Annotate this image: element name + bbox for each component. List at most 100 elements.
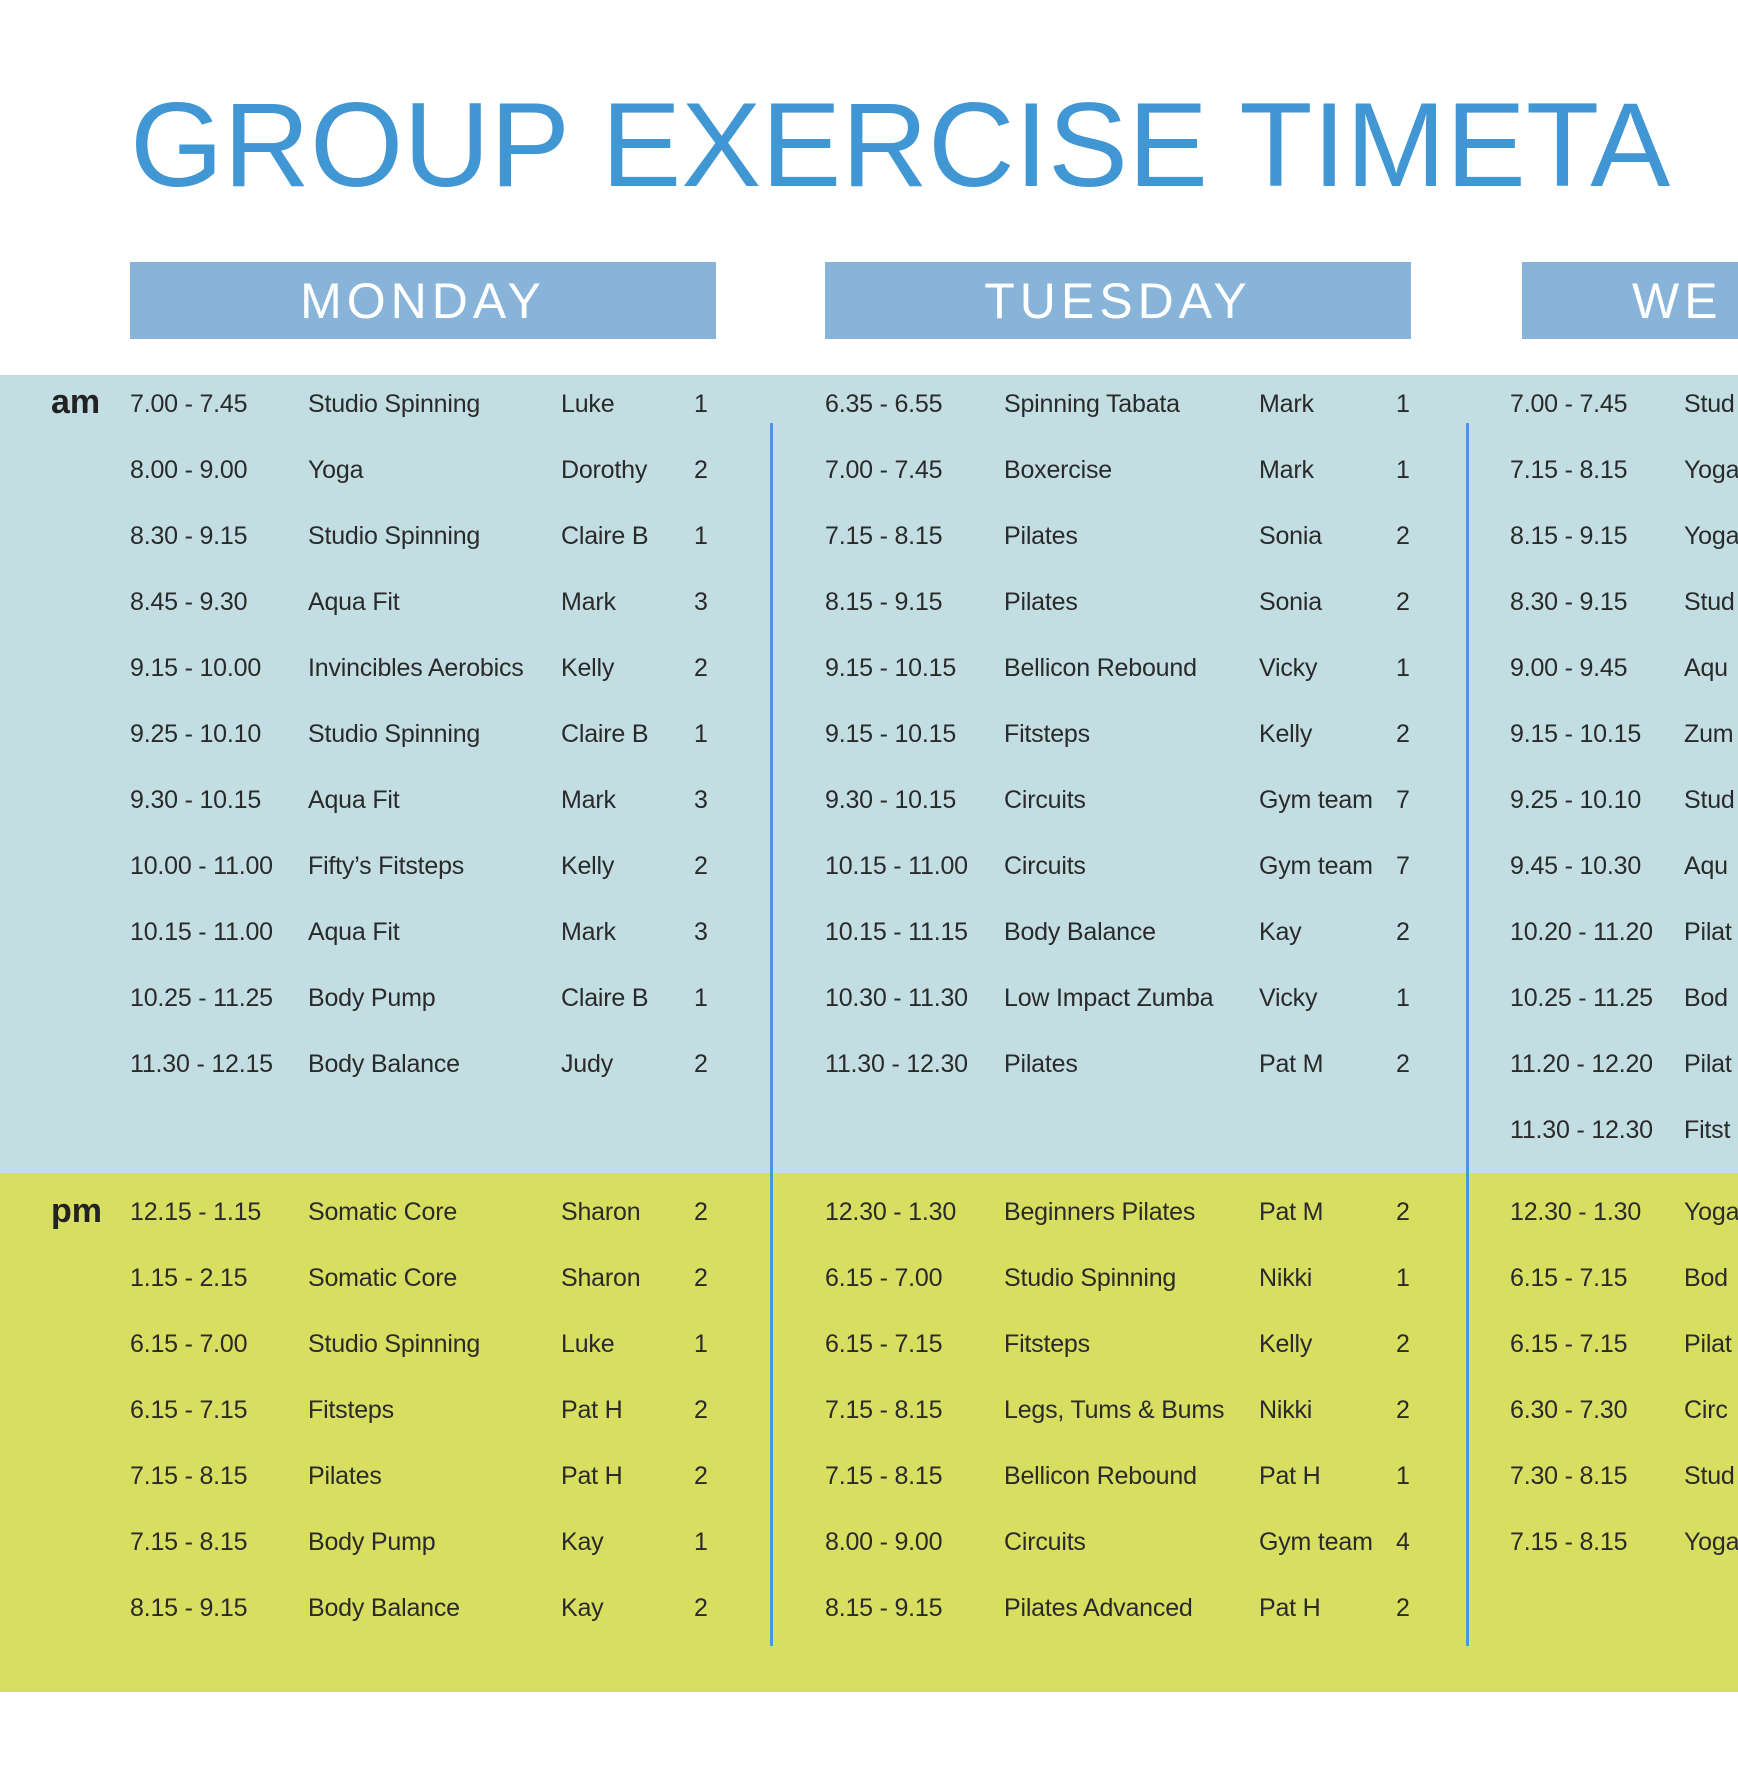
pm-band (0, 1173, 1738, 1692)
class-time: 8.30 - 9.15 (1510, 588, 1628, 616)
class-time: 10.25 - 11.25 (130, 984, 273, 1012)
class-class: Circuits (1004, 786, 1086, 814)
class-instructor: Sharon (561, 1264, 641, 1292)
class-studio: 2 (694, 456, 708, 484)
class-time: 7.00 - 7.45 (130, 390, 248, 418)
class-class: Stud (1684, 390, 1735, 418)
class-class: Pilates Advanced (1004, 1594, 1193, 1622)
class-studio: 1 (1396, 390, 1410, 418)
class-class: Fitst (1684, 1116, 1731, 1144)
class-class: Spinning Tabata (1004, 390, 1180, 418)
class-class: Boxercise (1004, 456, 1112, 484)
class-studio: 4 (1396, 1528, 1410, 1556)
class-studio: 1 (1396, 1462, 1410, 1490)
class-time: 10.15 - 11.15 (825, 918, 968, 946)
class-time: 10.00 - 11.00 (130, 852, 273, 880)
class-time: 1.15 - 2.15 (130, 1264, 248, 1292)
class-studio: 3 (694, 588, 708, 616)
class-class: Body Balance (308, 1050, 460, 1078)
class-studio: 3 (694, 786, 708, 814)
class-class: Aqu (1684, 654, 1728, 682)
class-studio: 2 (1396, 1050, 1410, 1078)
class-time: 7.15 - 8.15 (1510, 456, 1628, 484)
class-time: 8.00 - 9.00 (130, 456, 248, 484)
class-class: Somatic Core (308, 1264, 458, 1292)
class-studio: 2 (1396, 522, 1410, 550)
class-time: 11.30 - 12.30 (1510, 1116, 1653, 1144)
class-time: 6.15 - 7.15 (130, 1396, 248, 1424)
class-time: 8.15 - 9.15 (825, 588, 943, 616)
class-instructor: Luke (561, 390, 615, 418)
class-time: 8.30 - 9.15 (130, 522, 248, 550)
class-studio: 2 (1396, 588, 1410, 616)
class-class: Body Pump (308, 984, 436, 1012)
class-instructor: Gym team (1259, 786, 1373, 814)
class-class: Studio Spinning (308, 1330, 481, 1358)
class-instructor: Dorothy (561, 456, 648, 484)
class-class: Pilat (1684, 1330, 1732, 1358)
class-instructor: Pat M (1259, 1198, 1324, 1226)
class-instructor: Pat H (561, 1462, 623, 1490)
class-time: 10.15 - 11.00 (130, 918, 273, 946)
class-class: Fitsteps (1004, 1330, 1090, 1358)
class-time: 10.20 - 11.20 (1510, 918, 1653, 946)
class-instructor: Sharon (561, 1198, 641, 1226)
class-instructor: Mark (1259, 456, 1314, 484)
class-instructor: Pat M (1259, 1050, 1324, 1078)
class-time: 12.15 - 1.15 (130, 1198, 262, 1226)
class-instructor: Mark (561, 588, 616, 616)
class-instructor: Judy (561, 1050, 614, 1078)
class-time: 9.15 - 10.15 (825, 654, 957, 682)
class-class: Stud (1684, 786, 1735, 814)
class-class: Body Balance (1004, 918, 1156, 946)
class-class: Bod (1684, 1264, 1728, 1292)
class-class: Pilates (1004, 522, 1078, 550)
class-instructor: Gym team (1259, 1528, 1373, 1556)
am-band (0, 375, 1738, 1173)
class-class: Fitsteps (308, 1396, 394, 1424)
class-studio: 2 (694, 852, 708, 880)
class-time: 6.15 - 7.15 (825, 1330, 943, 1358)
class-class: Aqu (1684, 852, 1728, 880)
class-time: 6.15 - 7.15 (1510, 1330, 1628, 1358)
class-class: Pilates (1004, 588, 1078, 616)
class-studio: 2 (1396, 1594, 1410, 1622)
class-time: 11.30 - 12.15 (130, 1050, 273, 1078)
class-time: 9.25 - 10.10 (130, 720, 262, 748)
class-studio: 2 (694, 1198, 708, 1226)
class-instructor: Luke (561, 1330, 615, 1358)
class-studio: 1 (694, 390, 708, 418)
class-class: Bellicon Rebound (1004, 654, 1197, 682)
class-instructor: Mark (561, 786, 616, 814)
class-instructor: Claire B (561, 984, 649, 1012)
class-instructor: Nikki (1259, 1396, 1313, 1424)
class-studio: 2 (694, 1396, 708, 1424)
class-instructor: Nikki (1259, 1264, 1313, 1292)
class-instructor: Pat H (1259, 1462, 1321, 1490)
class-time: 11.20 - 12.20 (1510, 1050, 1653, 1078)
class-studio: 1 (1396, 984, 1410, 1012)
class-studio: 2 (694, 1594, 708, 1622)
class-class: Pilat (1684, 1050, 1732, 1078)
class-studio: 2 (1396, 1396, 1410, 1424)
class-class: Studio Spinning (1004, 1264, 1177, 1292)
class-instructor: Gym team (1259, 852, 1373, 880)
class-class: Bod (1684, 984, 1728, 1012)
class-time: 8.15 - 9.15 (825, 1594, 943, 1622)
class-time: 8.45 - 9.30 (130, 588, 248, 616)
class-time: 8.15 - 9.15 (130, 1594, 248, 1622)
class-instructor: Sonia (1259, 588, 1322, 616)
class-class: Studio Spinning (308, 522, 481, 550)
class-studio: 1 (694, 720, 708, 748)
class-time: 7.00 - 7.45 (825, 456, 943, 484)
class-time: 6.30 - 7.30 (1510, 1396, 1628, 1424)
class-class: Pilates (1004, 1050, 1078, 1078)
class-class: Aqua Fit (308, 918, 400, 946)
class-class: Aqua Fit (308, 588, 400, 616)
class-instructor: Claire B (561, 720, 649, 748)
class-time: 6.35 - 6.55 (825, 390, 943, 418)
class-class: Yoga (1684, 522, 1738, 550)
class-studio: 1 (694, 984, 708, 1012)
class-time: 10.25 - 11.25 (1510, 984, 1653, 1012)
class-studio: 2 (694, 654, 708, 682)
